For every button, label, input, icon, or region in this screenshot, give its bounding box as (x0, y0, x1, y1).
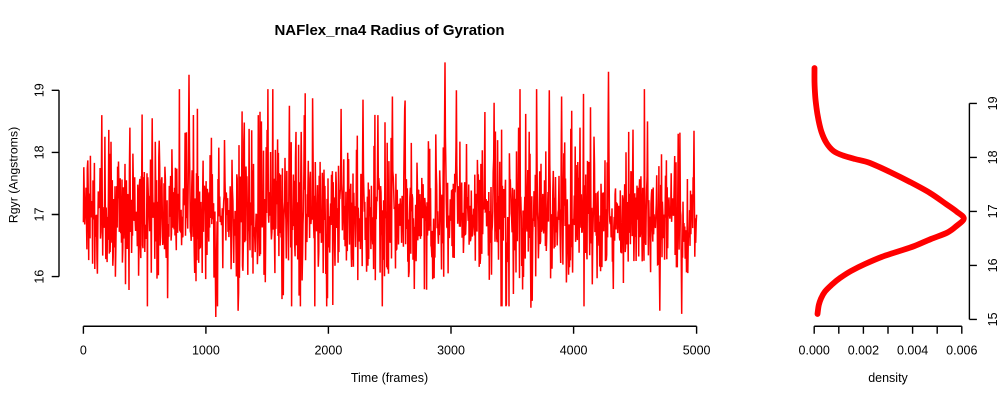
svg-text:0.000: 0.000 (799, 344, 830, 358)
svg-text:17: 17 (32, 208, 46, 222)
svg-text:15: 15 (986, 312, 1000, 326)
svg-text:0.004: 0.004 (897, 344, 928, 358)
svg-text:19: 19 (986, 96, 1000, 110)
svg-text:18: 18 (986, 150, 1000, 164)
svg-text:1000: 1000 (192, 344, 220, 358)
svg-text:2000: 2000 (314, 344, 342, 358)
svg-text:Rgyr (Angstroms): Rgyr (Angstroms) (7, 127, 21, 223)
svg-text:19: 19 (32, 83, 46, 97)
svg-text:0.002: 0.002 (848, 344, 879, 358)
svg-text:3000: 3000 (437, 344, 465, 358)
svg-text:NAFlex_rna4 Radius of Gyration: NAFlex_rna4 Radius of Gyration (274, 22, 504, 39)
svg-text:Time (frames): Time (frames) (351, 371, 428, 385)
svg-text:0: 0 (80, 344, 87, 358)
svg-text:5000: 5000 (683, 344, 711, 358)
svg-text:17: 17 (986, 204, 1000, 218)
svg-text:4000: 4000 (560, 344, 588, 358)
svg-text:18: 18 (32, 145, 46, 159)
svg-text:16: 16 (32, 270, 46, 284)
svg-text:0.006: 0.006 (946, 344, 977, 358)
svg-text:density: density (868, 371, 908, 385)
svg-text:16: 16 (986, 258, 1000, 272)
